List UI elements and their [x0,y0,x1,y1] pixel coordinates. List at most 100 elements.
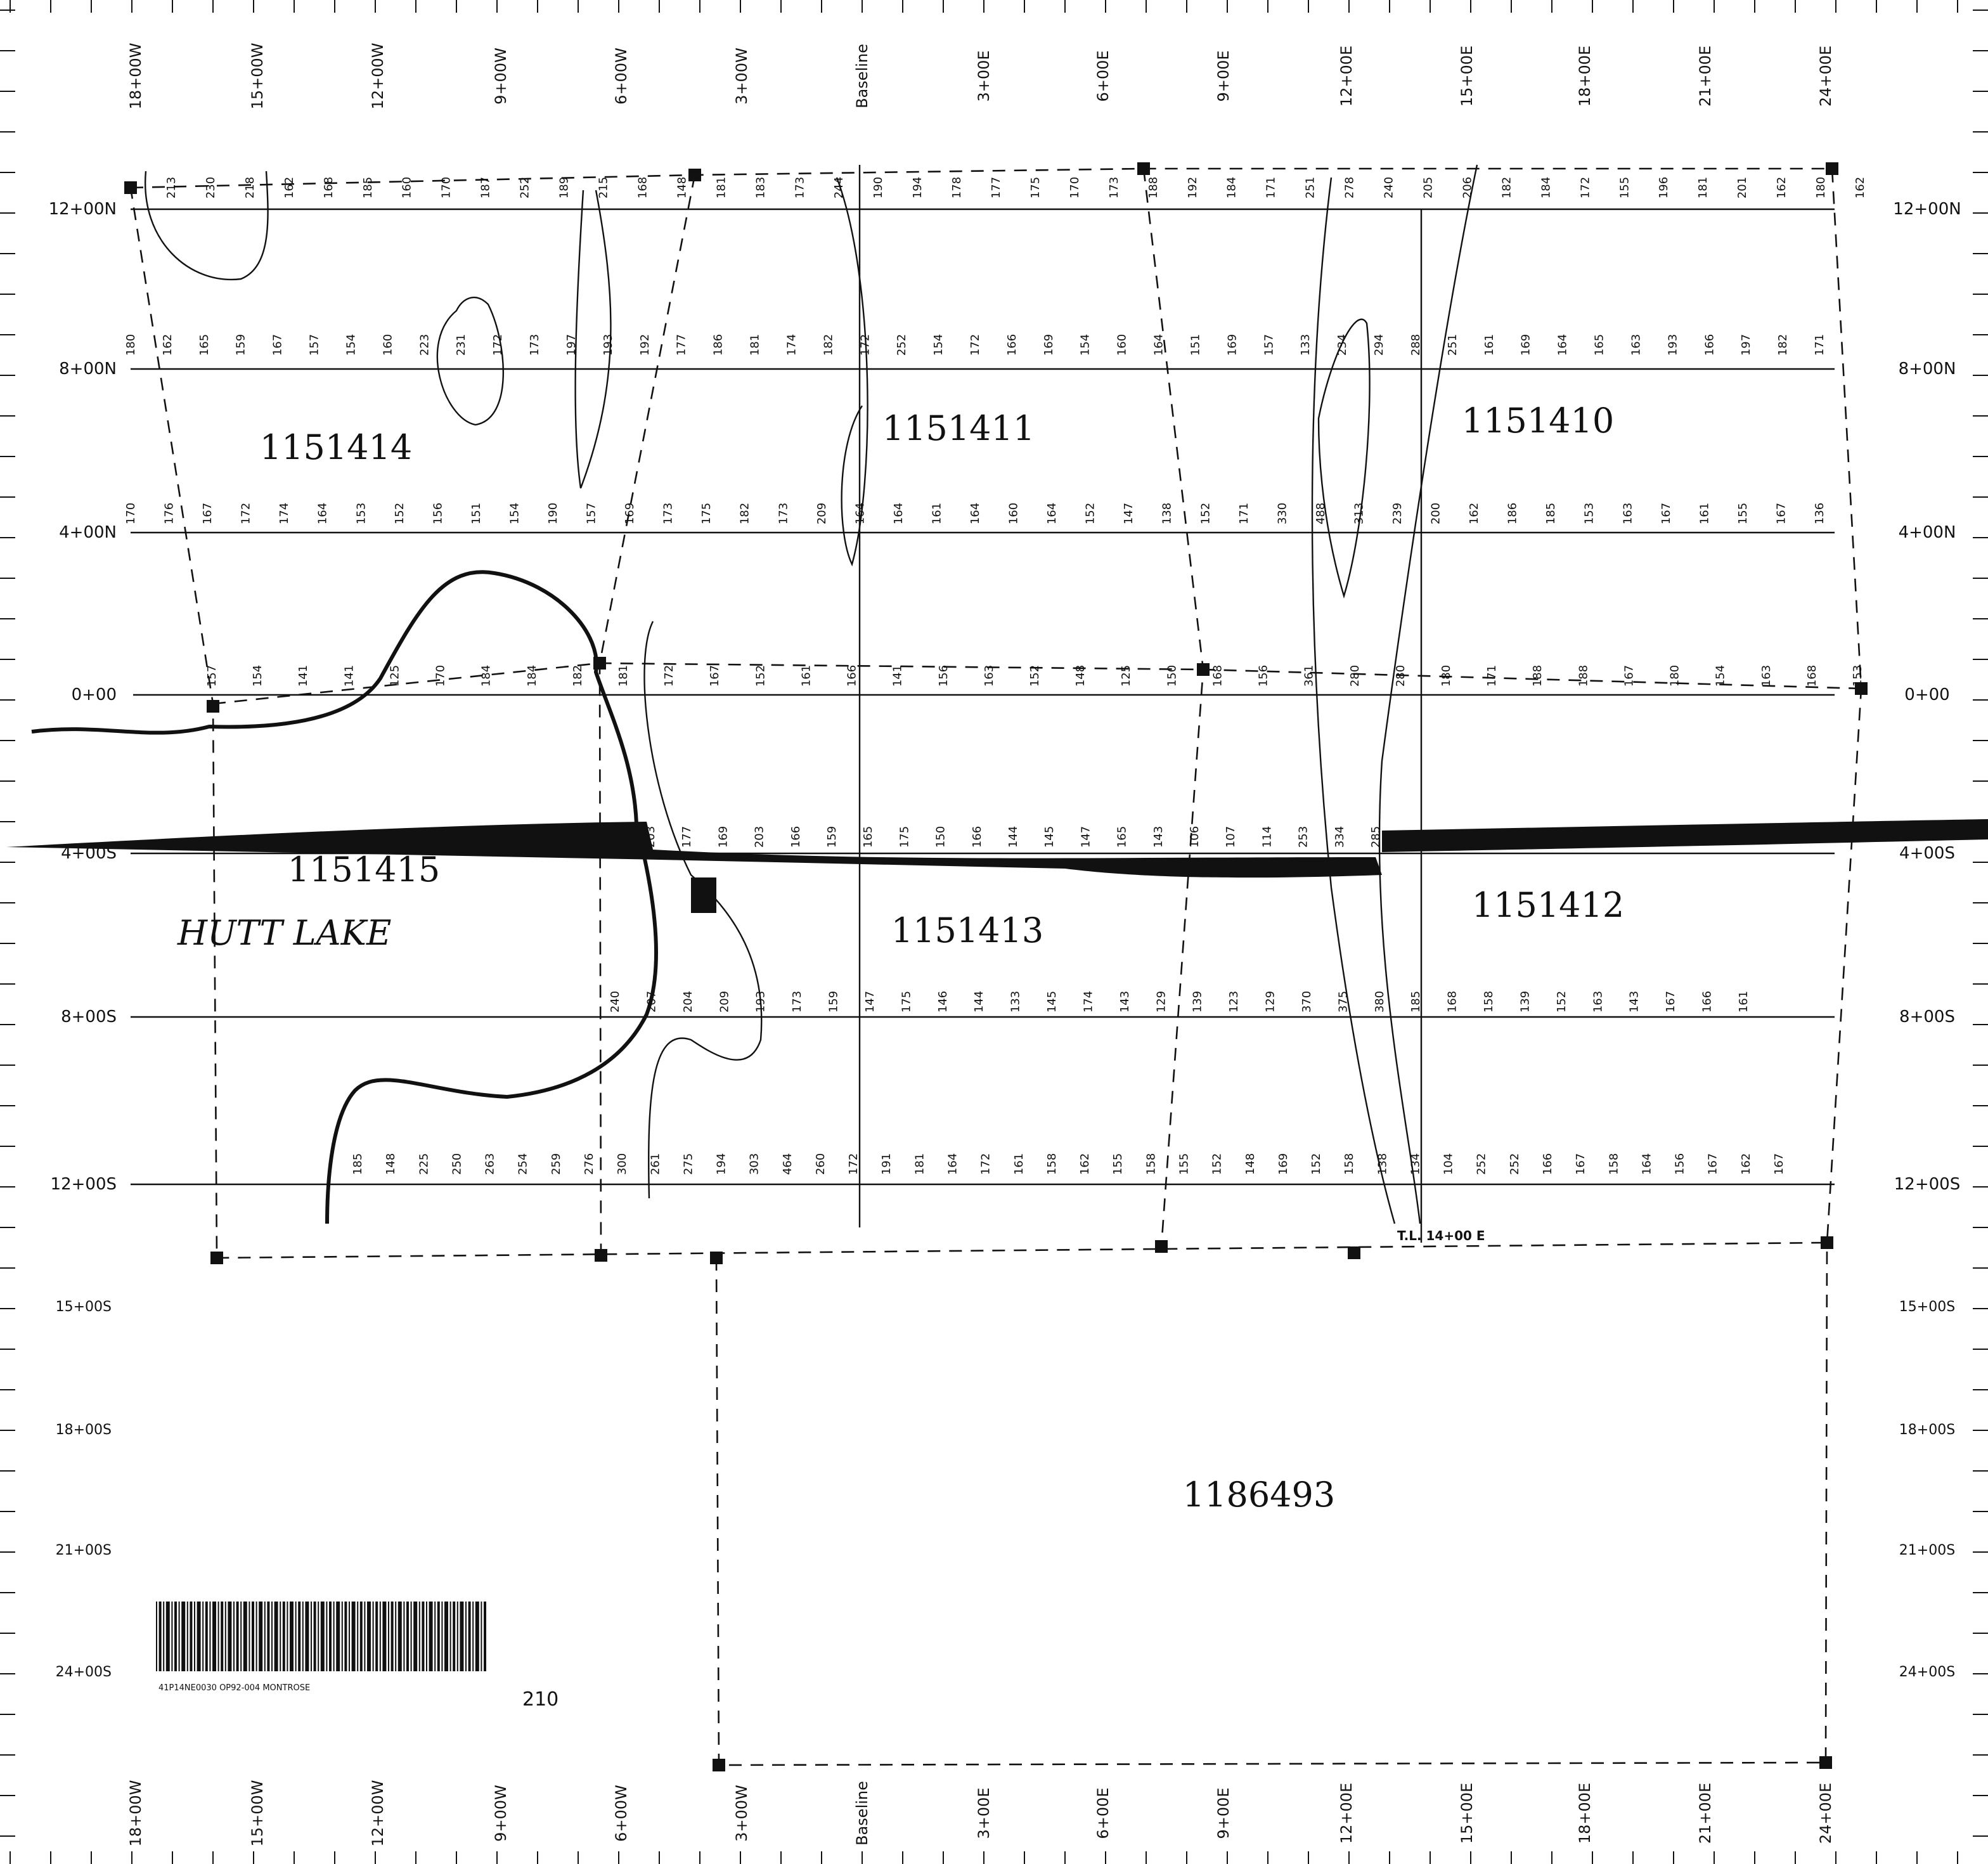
reading: 252 [1475,1153,1488,1175]
reading: 197 [1740,334,1753,356]
reading: 334 [1333,826,1346,848]
reading: 175 [898,826,911,848]
reading: 152 [754,665,767,687]
survey-map: 41P14NE0030 OP92-004 MONTROSE 210 HUTT L… [0,0,1988,1864]
reading: 285 [1369,826,1383,848]
barcode-bar [419,1602,420,1671]
reading: 167 [1772,1153,1786,1175]
reading: 173 [791,991,804,1013]
reading: 159 [825,826,839,848]
reading: 163 [1621,503,1634,524]
reading: 167 [1574,1153,1587,1175]
barcode-bar [375,1602,378,1671]
reading: 123 [1227,991,1241,1013]
reading: 192 [638,334,652,356]
barcode-bar [388,1602,389,1671]
reading: 139 [1191,991,1204,1013]
reading: 203 [644,826,657,848]
reading: 174 [1081,991,1095,1013]
reading: 164 [316,503,330,524]
claim-post [210,1252,223,1264]
barcode-bar [280,1602,281,1671]
reading: 188 [1577,665,1590,687]
line-label-right: 8+00N [1899,359,1956,379]
reading: 182 [571,665,584,687]
line-label-right: 18+00S [1899,1422,1955,1438]
reading: 176 [163,503,176,524]
reading: 147 [1079,826,1092,848]
reading: 250 [450,1153,463,1175]
barcode-bar [240,1602,242,1671]
barcode-bar [243,1602,247,1671]
reading: 172 [847,1153,860,1175]
reading: 180 [1440,665,1453,687]
line-label-left: 0+00 [72,685,117,704]
barcode-bar [194,1602,195,1671]
reading: 167 [708,665,721,687]
claim-post [1197,663,1210,676]
claim-post [710,1252,723,1264]
reading: 207 [645,991,658,1013]
reading: 152 [1028,665,1042,687]
reading: 205 [1422,177,1435,198]
contour [1319,320,1370,596]
barcode-bar [311,1602,312,1671]
reading: 164 [1640,1153,1653,1175]
station-label: 18+00E [1576,1783,1594,1844]
reading: 263 [484,1153,497,1175]
barcode-bar [267,1602,269,1671]
reading: 170 [1068,177,1081,198]
reading: 171 [1813,334,1826,356]
station-label: 12+00E [1338,1783,1355,1844]
reading: 166 [1703,334,1716,356]
reading: 159 [235,334,248,356]
station-label: 18+00W [127,1780,145,1847]
reading: 239 [1391,503,1404,524]
barcode-bar [295,1602,297,1671]
claim-boundary [1144,169,1203,1246]
lake-name: HUTT LAKE [177,913,391,953]
reading: 181 [714,177,728,198]
barcode-bar [441,1602,442,1671]
barcode-bar [429,1602,433,1671]
reading: 164 [946,1153,960,1175]
reading: 170 [434,665,448,687]
barcode-bar [209,1602,210,1671]
station-label: 15+00W [248,1780,266,1847]
reading: 141 [891,665,905,687]
reading: 166 [1541,1153,1554,1175]
reading: 177 [680,826,694,848]
line-label-left: 12+00N [49,200,117,219]
reading: 278 [1343,177,1357,198]
reading: 163 [1760,665,1773,687]
station-label: 6+00E [1094,50,1112,101]
reading: 143 [1628,991,1641,1013]
reading: 184 [1225,177,1239,198]
reading: 183 [754,177,767,198]
reading: 162 [1468,503,1481,524]
reading: 125 [1120,665,1133,687]
reading: 165 [1593,334,1606,356]
line-label-left: 4+00N [59,523,117,542]
line-label-right: 12+00N [1893,200,1961,219]
reading: 168 [1446,991,1459,1013]
reading: 175 [700,503,713,524]
reading: 162 [1775,177,1788,198]
reading: 146 [936,991,950,1013]
claim-post [207,700,219,713]
barcode-bar [326,1602,327,1671]
reading: 172 [491,334,505,356]
reading: 169 [716,826,730,848]
reading: 148 [1244,1153,1257,1175]
reading: 138 [1376,1153,1389,1175]
reading: 154 [1714,665,1727,687]
barcode-bar [174,1602,177,1671]
reading: 181 [913,1153,926,1175]
reading: 150 [934,826,948,848]
barcode-bar [187,1602,188,1671]
claim-post [593,657,606,670]
reading: 186 [712,334,725,356]
station-label: 12+00W [369,43,387,110]
reading: 174 [785,334,798,356]
barcode-bar [205,1602,208,1671]
